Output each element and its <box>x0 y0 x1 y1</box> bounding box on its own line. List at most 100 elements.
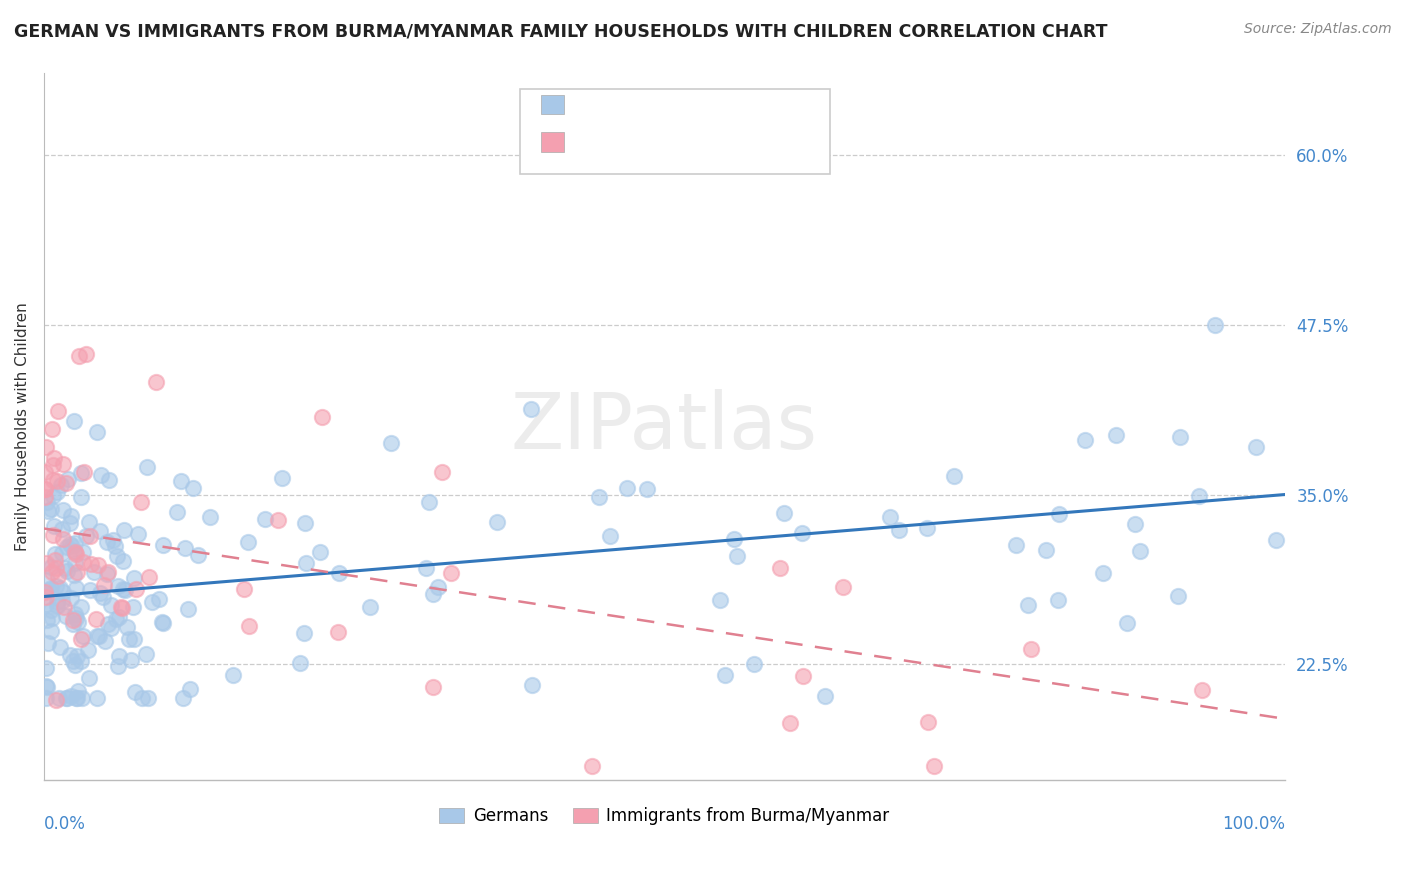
Point <box>62 616 84 631</box>
Point <box>723 532 745 546</box>
Point <box>104 612 127 626</box>
Point <box>77 643 100 657</box>
Point <box>120 653 142 667</box>
Point <box>1204 318 1226 332</box>
Point <box>83 566 105 580</box>
Point <box>100 598 122 612</box>
Text: 0.325: 0.325 <box>631 97 679 112</box>
Point <box>48 691 70 706</box>
Point <box>34 465 56 479</box>
Point <box>166 505 188 519</box>
Point <box>118 632 141 646</box>
Point <box>44 547 66 561</box>
Point <box>39 624 62 638</box>
Point <box>148 592 170 607</box>
Y-axis label: Family Households with Children: Family Households with Children <box>15 302 30 551</box>
Point <box>1017 598 1039 612</box>
Point <box>311 409 333 424</box>
Point <box>79 515 101 529</box>
Point <box>39 582 62 596</box>
Point <box>588 490 610 504</box>
Point <box>69 599 91 614</box>
Point <box>86 629 108 643</box>
Point <box>41 565 63 579</box>
Point <box>59 591 82 606</box>
Point <box>66 566 89 580</box>
Text: ZIPatlas: ZIPatlas <box>510 389 818 465</box>
Point <box>772 506 794 520</box>
Point <box>581 759 603 773</box>
Point <box>39 603 62 617</box>
Point <box>288 657 311 671</box>
Point <box>294 516 316 530</box>
Point <box>520 402 543 417</box>
Point <box>67 349 90 363</box>
Point <box>93 577 115 591</box>
Point <box>616 481 638 495</box>
Point <box>42 519 65 533</box>
Point <box>34 585 56 599</box>
Point <box>599 529 621 543</box>
Point <box>62 654 84 668</box>
Point <box>35 573 58 587</box>
Point <box>292 626 315 640</box>
Point <box>37 636 59 650</box>
Point <box>67 615 90 629</box>
Text: R =: R = <box>578 135 606 149</box>
Point <box>60 689 83 703</box>
Point <box>122 570 145 584</box>
Point <box>49 640 72 654</box>
Point <box>122 632 145 646</box>
Point <box>100 621 122 635</box>
Point <box>238 534 260 549</box>
Text: N = 181: N = 181 <box>697 97 765 112</box>
Point <box>422 681 444 695</box>
Text: 0.0%: 0.0% <box>44 815 86 833</box>
Point <box>51 594 73 608</box>
Point <box>380 436 402 450</box>
Point <box>1105 428 1128 442</box>
Point <box>96 534 118 549</box>
Point <box>72 691 94 706</box>
Point <box>79 583 101 598</box>
Point <box>138 570 160 584</box>
Point <box>1244 440 1267 454</box>
Point <box>65 691 87 706</box>
Point <box>422 587 444 601</box>
Point <box>917 714 939 729</box>
Point <box>107 658 129 673</box>
Point <box>53 600 76 615</box>
Point <box>111 554 134 568</box>
Point <box>887 524 910 538</box>
Point <box>439 566 461 580</box>
Text: N = 62: N = 62 <box>697 135 755 149</box>
Point <box>52 532 75 546</box>
Point <box>742 657 765 671</box>
Point <box>94 634 117 648</box>
Point <box>55 608 77 623</box>
Point <box>51 522 73 536</box>
Point <box>174 541 197 556</box>
Point <box>1035 543 1057 558</box>
Point <box>101 533 124 548</box>
Point <box>41 473 63 487</box>
Point <box>52 585 75 599</box>
Point <box>1004 538 1026 552</box>
Point <box>112 523 135 537</box>
Point <box>917 521 939 535</box>
Point <box>172 691 194 706</box>
Point <box>1074 433 1097 447</box>
Point <box>63 556 86 570</box>
Point <box>136 460 159 475</box>
Point <box>35 613 58 627</box>
Point <box>45 578 67 592</box>
Point <box>49 582 72 596</box>
Point <box>59 516 82 530</box>
Point <box>426 580 449 594</box>
Point <box>418 495 440 509</box>
Point <box>432 465 454 479</box>
Point <box>72 544 94 558</box>
Point <box>150 615 173 629</box>
Point <box>63 544 86 558</box>
Point <box>141 595 163 609</box>
